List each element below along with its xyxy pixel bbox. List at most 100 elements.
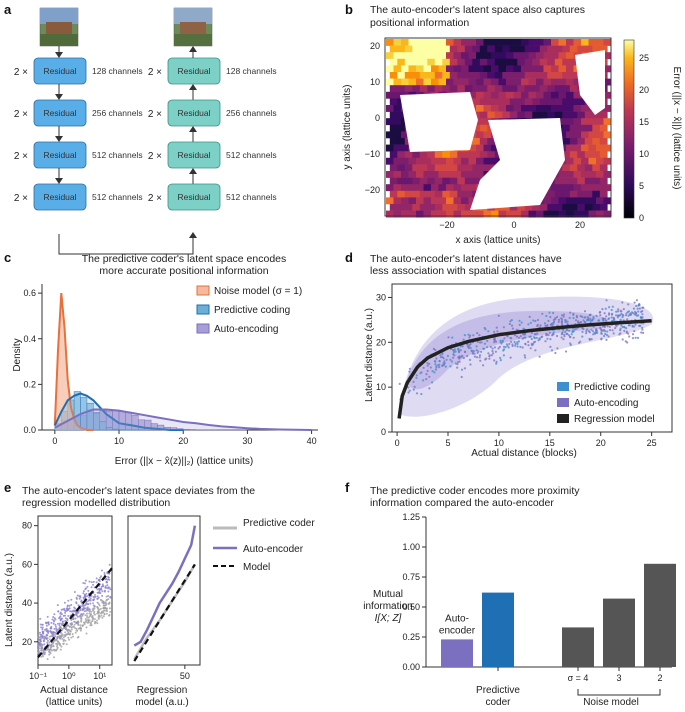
heatmap-cell <box>401 171 409 178</box>
heatmap-cell <box>581 171 589 178</box>
heatmap-cell <box>521 210 529 218</box>
d-ae-point <box>439 356 443 359</box>
heatmap-cell <box>479 45 488 53</box>
d-pc-point <box>538 337 541 340</box>
d-ae-point <box>626 341 629 344</box>
heatmap-cell <box>423 210 432 218</box>
heatmap-cell <box>434 151 443 159</box>
heatmap-cell <box>427 58 436 66</box>
heatmap-cell <box>438 171 447 178</box>
d-ae-point <box>636 307 639 310</box>
e-pc-point <box>101 616 104 619</box>
heatmap-cell <box>472 124 481 132</box>
heatmap-cell <box>389 204 398 211</box>
f-bar-label-ae-2: encoder <box>439 625 476 636</box>
heatmap-cell <box>603 184 612 192</box>
heatmap-cell <box>506 210 514 218</box>
d-ae-point <box>425 378 428 381</box>
heatmap-cell <box>513 105 522 112</box>
e-ae-point <box>71 610 74 613</box>
heatmap-cell <box>551 78 559 86</box>
panel-f-title-line1: The predictive coder encodes more proxim… <box>370 485 580 497</box>
heatmap-cell <box>393 91 402 99</box>
d-ae-point <box>428 387 431 390</box>
e-ae-point <box>93 598 96 601</box>
heatmap-cell <box>434 85 443 93</box>
heatmap-cell <box>554 85 563 93</box>
heatmap-cell <box>476 131 484 139</box>
heatmap-cell <box>539 204 548 211</box>
d-ae-point <box>547 319 550 322</box>
panel-e-label: e <box>4 480 11 495</box>
d-pc-point <box>620 324 623 327</box>
d-ae-point <box>548 331 551 334</box>
heatmap-cell <box>524 204 533 211</box>
e-ae-point <box>53 617 56 620</box>
heatmap-cell <box>558 78 567 86</box>
d-pc-point <box>607 317 611 320</box>
d-ae-point <box>458 360 461 363</box>
heatmap-cell <box>509 58 518 66</box>
b-ytick: 10 <box>370 77 380 87</box>
e-ae-point <box>101 583 104 586</box>
e-pc-point <box>41 644 44 647</box>
d-ae-point <box>599 311 602 314</box>
d-ae-point <box>560 333 563 336</box>
heatmap-cell <box>513 210 522 218</box>
c-autoenc-curve <box>54 408 312 431</box>
e-ae-point <box>53 620 55 623</box>
heatmap-cell <box>554 177 563 185</box>
d-ae-point <box>475 356 479 359</box>
e-ae-point <box>104 585 107 588</box>
d-ae-point <box>616 310 620 313</box>
d-pc-point <box>565 328 568 331</box>
heatmap-cell <box>461 197 469 205</box>
heatmap-cell <box>431 171 439 178</box>
d-pc-point <box>619 318 622 321</box>
heatmap-cell <box>401 65 409 73</box>
d-frame <box>391 283 673 433</box>
e-ae-point <box>96 588 99 591</box>
heatmap-cell <box>476 39 484 46</box>
e-pc-point <box>55 639 58 641</box>
encoder-residual-block <box>33 183 87 211</box>
heatmap-cell <box>524 111 533 119</box>
d-ae-point <box>496 330 499 333</box>
d-ae-point <box>495 326 498 329</box>
heatmap-cell <box>397 204 406 211</box>
legend-e-model: Model <box>243 562 270 573</box>
heatmap-cell <box>397 85 406 93</box>
d-pc-point <box>552 331 555 334</box>
e-pc-point <box>55 649 58 652</box>
d-pc-point <box>585 330 588 333</box>
e-xtick-label: 10⁻¹ <box>29 671 47 681</box>
decoder-channels: 128 channels <box>226 66 277 76</box>
heatmap-cell <box>386 210 394 218</box>
e-ae-point <box>72 618 75 621</box>
d-pc-point <box>514 342 517 345</box>
d-pc-point <box>499 341 502 344</box>
heatmap-cell <box>438 39 447 46</box>
e-ae-point <box>98 580 101 583</box>
d-xlabel: Actual distance (blocks) <box>471 448 577 459</box>
heatmap-cell <box>393 197 402 205</box>
heatmap-cell <box>502 204 511 211</box>
d-ae-point <box>466 354 469 358</box>
heatmap-cell <box>543 39 552 46</box>
heatmap-cell <box>603 78 612 86</box>
d-ae-point <box>473 355 476 358</box>
d-ae-point <box>566 320 569 323</box>
e-pc-point <box>97 617 100 620</box>
e-pc-point <box>70 622 73 624</box>
d-pc-point <box>467 333 470 336</box>
d-ae-point <box>582 319 585 322</box>
heatmap-cell <box>412 204 421 211</box>
heatmap-cell <box>408 184 417 192</box>
heatmap-cell <box>412 190 421 198</box>
heatmap-cell <box>487 58 496 66</box>
e-ae-point <box>39 639 42 642</box>
d-ae-point <box>517 336 521 339</box>
heatmap-cell <box>569 98 578 106</box>
d-ae-point <box>464 350 467 354</box>
e-pc-point <box>76 629 79 632</box>
